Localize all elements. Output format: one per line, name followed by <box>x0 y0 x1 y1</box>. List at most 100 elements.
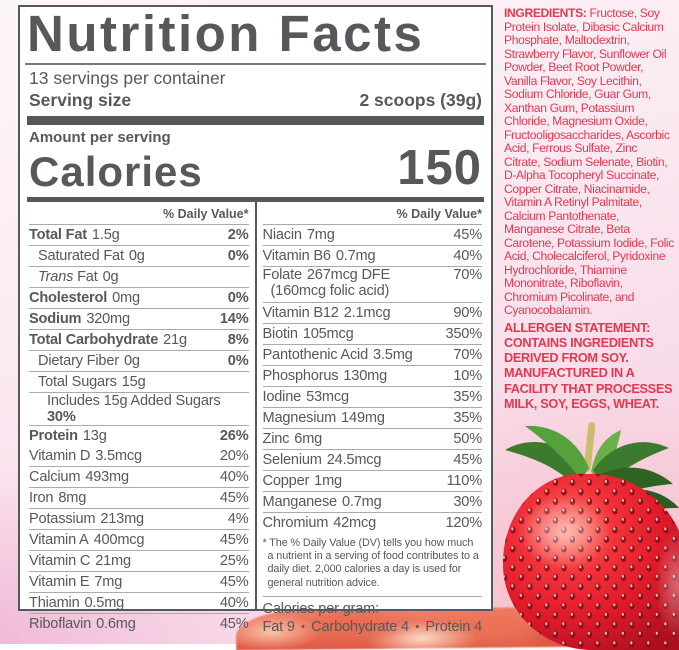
nutrient-amount: 7mg <box>306 227 335 244</box>
nutrient-row: Protein 13g 26% <box>29 426 249 446</box>
nutrient-amount: 24.5mcg <box>326 452 382 469</box>
bullet-separator: • <box>415 620 419 633</box>
nutrient-amount: 1mg <box>314 473 342 490</box>
nutrient-name: Total Sugars 15g <box>38 374 146 391</box>
nutrient-row: Chromium 42mcg 120% <box>263 513 483 533</box>
divider-medium-bar <box>27 197 484 203</box>
nutrient-name: Saturated Fat 0g <box>38 248 145 265</box>
nutrient-row: Copper 1mg 110% <box>262 471 483 493</box>
nutrition-facts-panel: Nutrition Facts 13 servings per containe… <box>18 5 493 635</box>
nutrient-row: Vitamin B6 0.7mg 40% <box>262 246 482 268</box>
nutrient-column-left: % Daily Value* Total Fat 1.5g 2% Saturated … <box>27 202 257 632</box>
calories-row: Calories 150 <box>29 144 482 193</box>
calories-per-gram-item: Carbohydrate 4 <box>311 618 409 635</box>
daily-value-header: % Daily Value* <box>29 202 249 226</box>
nutrient-amount: 3.5mcg <box>95 448 142 465</box>
nutrient-daily-value: 40% <box>453 248 482 265</box>
nutrient-name: Niacin 7mg <box>262 227 335 244</box>
nutrient-daily-value: 40% <box>219 469 249 486</box>
nutrient-name: Vitamin A 400mcg <box>29 532 145 549</box>
nutrient-amount: 400mcg <box>93 532 145 549</box>
calories-value: 150 <box>397 141 482 196</box>
serving-size-label: Serving size <box>29 90 132 111</box>
nutrient-name: Thiamin 0.5mg <box>29 595 125 612</box>
nutrient-daily-value: 14% <box>219 311 249 328</box>
nutrient-name: Protein 13g <box>29 428 107 445</box>
nutrient-amount: 3.5mg <box>373 347 413 364</box>
nutrient-daily-value: 45% <box>453 452 482 469</box>
ingredients-label: INGREDIENTS: <box>504 6 587 20</box>
nutrient-daily-value: 35% <box>453 410 482 427</box>
nutrient-name: Total Fat 1.5g <box>29 227 120 244</box>
nutrient-row: Phosphorus 130mg 10% <box>262 366 482 388</box>
nutrient-amount: 13g <box>82 428 107 445</box>
strawberry-body <box>502 473 679 650</box>
nutrient-daily-value: 30% <box>47 409 76 426</box>
nutrient-name: Sodium 320mg <box>29 311 130 328</box>
nutrient-row: Folate 267mcg DFE 70% (160mcg folic acid) <box>262 267 482 304</box>
nutrient-daily-value: 90% <box>453 305 482 322</box>
nutrient-amount: 1.5g <box>91 227 120 244</box>
daily-value-header: % Daily Value* <box>262 202 482 226</box>
calories-label: Calories <box>29 148 203 196</box>
nutrient-daily-value: 45% <box>219 574 249 591</box>
nutrient-amount: 0g <box>102 269 119 286</box>
nutrient-amount: 149mg <box>341 410 385 427</box>
nutrient-daily-value: 45% <box>219 532 249 549</box>
nutrient-row: Potassium 213mg 4% <box>29 509 249 531</box>
nutrient-amount: 7mg <box>94 574 123 591</box>
nutrient-name: Total Carbohydrate 21g <box>29 332 187 349</box>
vitamin-section-right: Niacin 7mg 45% Vitamin B6 0.7mg 40% Folate 267m… <box>262 225 483 533</box>
nutrient-daily-value: 35% <box>453 389 482 406</box>
ingredients-paragraph: INGREDIENTS: Fructose, Soy Protein Isola… <box>504 6 676 318</box>
nutrient-columns: % Daily Value* Total Fat 1.5g 2% Saturated … <box>27 202 484 635</box>
nutrient-daily-value: 45% <box>219 490 249 507</box>
nutrient-name: Dietary Fiber 0g <box>38 353 140 370</box>
nutrient-daily-value: 70% <box>453 347 482 364</box>
nutrient-amount: 8mg <box>58 490 87 507</box>
nutrient-daily-value: 20% <box>219 448 249 465</box>
nutrient-amount: 0g <box>128 248 145 265</box>
nutrient-row: Sodium 320mg 14% <box>29 309 249 331</box>
nutrient-daily-value: 0% <box>227 248 249 265</box>
nutrient-daily-value: 50% <box>453 431 482 448</box>
nutrient-name: Copper 1mg <box>262 473 343 490</box>
nutrient-amount: 0.5mg <box>84 595 125 612</box>
nutrient-row: Iron 8mg 45% <box>29 488 249 510</box>
nutrient-name: Potassium 213mg <box>29 511 144 528</box>
calories-per-gram-item: Protein 4 <box>425 618 482 635</box>
allergen-statement: ALLERGEN STATEMENT: CONTAINS INGREDIENTS… <box>504 320 673 411</box>
nutrient-row: Saturated Fat 0g 0% <box>29 246 249 268</box>
nutrient-name-italic: Trans <box>38 269 74 286</box>
nutrient-row: Thiamin 0.5mg 40% <box>29 593 249 615</box>
nutrient-amount: 130mg <box>343 368 388 385</box>
nutrient-row: Iodine 53mcg 35% <box>262 387 482 409</box>
nutrient-name: Vitamin B6 0.7mg <box>262 248 376 265</box>
nutrient-row: Zinc 6mg 50% <box>262 429 482 451</box>
servings-per-container: 13 servings per container <box>29 68 226 89</box>
nutrient-daily-value: 45% <box>453 227 482 244</box>
nutrient-amount: 2.1mcg <box>343 305 391 322</box>
nutrient-name: Pantothenic Acid 3.5mg <box>262 347 413 364</box>
nutrient-name: Biotin 105mcg <box>262 326 354 343</box>
nutrient-amount: 213mg <box>100 511 144 528</box>
nutrient-name: Calcium 493mg <box>29 469 129 486</box>
nutrient-amount: 105mcg <box>302 326 354 343</box>
nutrient-name: Phosphorus 130mg <box>262 368 388 385</box>
nutrient-row: Total Sugars 15g <box>29 372 249 394</box>
bullet-separator: • <box>301 620 305 633</box>
nutrient-daily-value: 110% <box>446 473 483 490</box>
serving-size-row: Serving size 2 scoops (39g) <box>29 89 482 116</box>
nutrient-name: Vitamin E 7mg <box>29 574 123 591</box>
nutrient-amount: 21g <box>163 332 187 349</box>
nutrient-daily-value: 0% <box>227 290 249 307</box>
vitamin-section-left: Vitamin D 3.5mcg 20% Calcium 493mg 40% Iron 8mg… <box>29 446 249 634</box>
nutrient-row: Niacin 7mg 45% <box>262 225 482 247</box>
nutrient-daily-value: 4% <box>227 511 249 528</box>
nutrient-amount: 0g <box>123 353 140 370</box>
nutrient-row: Vitamin C 21mg 25% <box>29 551 249 573</box>
nutrient-amount: 0.7mg <box>341 494 382 511</box>
nutrient-row: Trans Fat 0g <box>29 267 249 289</box>
nutrient-daily-value: 30% <box>453 494 482 511</box>
panel-title: Nutrition Facts <box>25 7 486 66</box>
